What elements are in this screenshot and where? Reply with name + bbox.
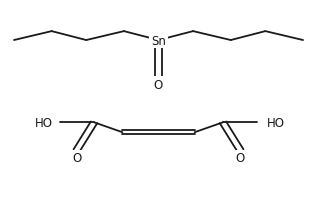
Text: O: O xyxy=(236,152,245,165)
Text: HO: HO xyxy=(35,116,53,129)
Text: HO: HO xyxy=(267,116,285,129)
Text: Sn: Sn xyxy=(151,34,166,47)
Text: O: O xyxy=(154,79,163,92)
Text: O: O xyxy=(72,152,81,165)
